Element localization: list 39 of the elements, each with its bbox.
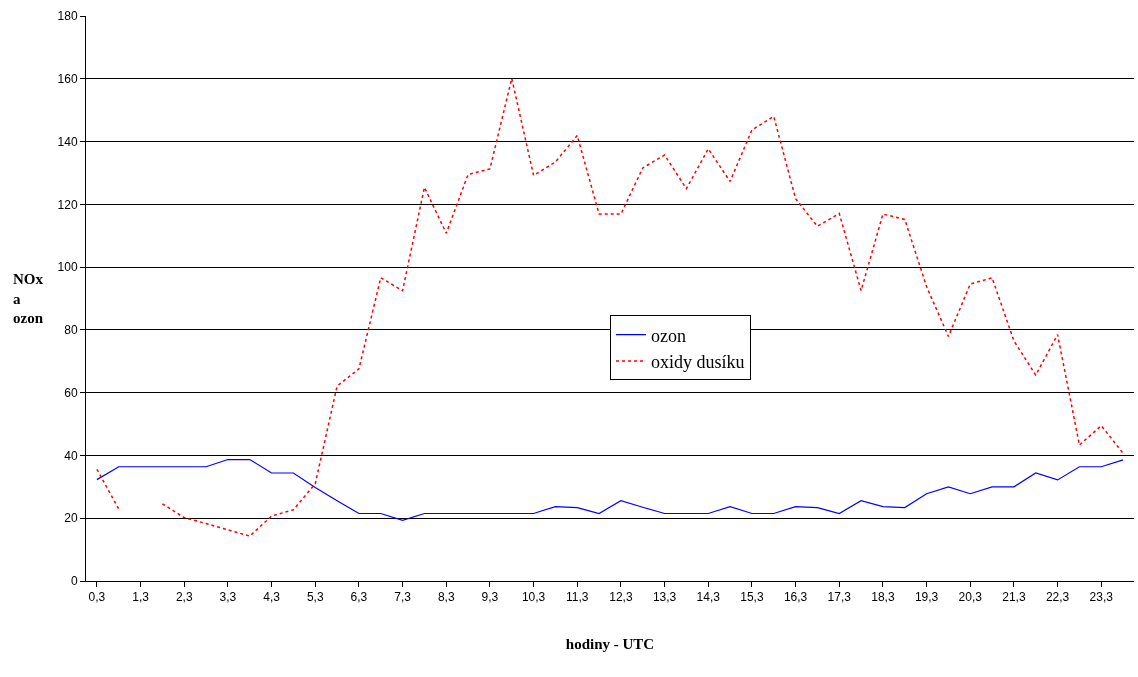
legend-label: oxidy dusíku xyxy=(651,352,745,373)
x-tick-label: 5,3 xyxy=(306,590,324,605)
x-tick-label: 4,3 xyxy=(263,590,281,605)
x-tick-label: 9,3 xyxy=(481,590,499,605)
x-tick-label: 2,3 xyxy=(175,590,193,605)
x-tick-label: 21,3 xyxy=(1002,590,1026,605)
x-tick-label: 18,3 xyxy=(871,590,895,605)
legend-label: ozon xyxy=(651,325,686,346)
x-tick-label: 8,3 xyxy=(437,590,455,605)
x-tick-label: 14,3 xyxy=(696,590,721,605)
y-tick-label: 80 xyxy=(64,323,78,338)
x-tick-label: 19,3 xyxy=(914,590,939,605)
y-tick-label: 20 xyxy=(64,511,78,526)
x-tick-label: 1,3 xyxy=(132,590,150,605)
y-tick-label: 180 xyxy=(57,9,78,24)
x-tick-label: 7,3 xyxy=(394,590,412,605)
y-tick-label: 60 xyxy=(64,385,78,400)
y-tick-label: 160 xyxy=(57,71,78,86)
x-tick-label: 6,3 xyxy=(350,590,368,605)
y-axis-title: NOx a ozon xyxy=(13,271,44,326)
line-series xyxy=(96,458,1124,522)
x-tick-label: 15,3 xyxy=(740,590,764,605)
x-tick-label: 3,3 xyxy=(219,590,237,605)
x-tick-label: 16,3 xyxy=(783,590,808,605)
x-tick-label: 20,3 xyxy=(958,590,983,605)
x-tick-label: 0,3 xyxy=(88,590,106,605)
y-tick-label: 0 xyxy=(70,574,78,589)
y-tick-label: 140 xyxy=(57,134,78,149)
x-tick-label: 23,3 xyxy=(1089,590,1114,605)
x-axis-title: hodiny - UTC xyxy=(565,636,655,653)
x-tick-label: 11,3 xyxy=(566,590,589,605)
y-tick-label: 120 xyxy=(57,197,78,212)
x-tick-label: 22,3 xyxy=(1045,590,1070,605)
x-tick-label: 12,3 xyxy=(609,590,633,605)
x-tick-label: 13,3 xyxy=(652,590,677,605)
y-tick-label: 40 xyxy=(64,448,78,463)
y-tick-label: 100 xyxy=(57,260,78,275)
x-tick-label: 17,3 xyxy=(827,590,852,605)
x-tick-label: 10,3 xyxy=(521,590,546,605)
